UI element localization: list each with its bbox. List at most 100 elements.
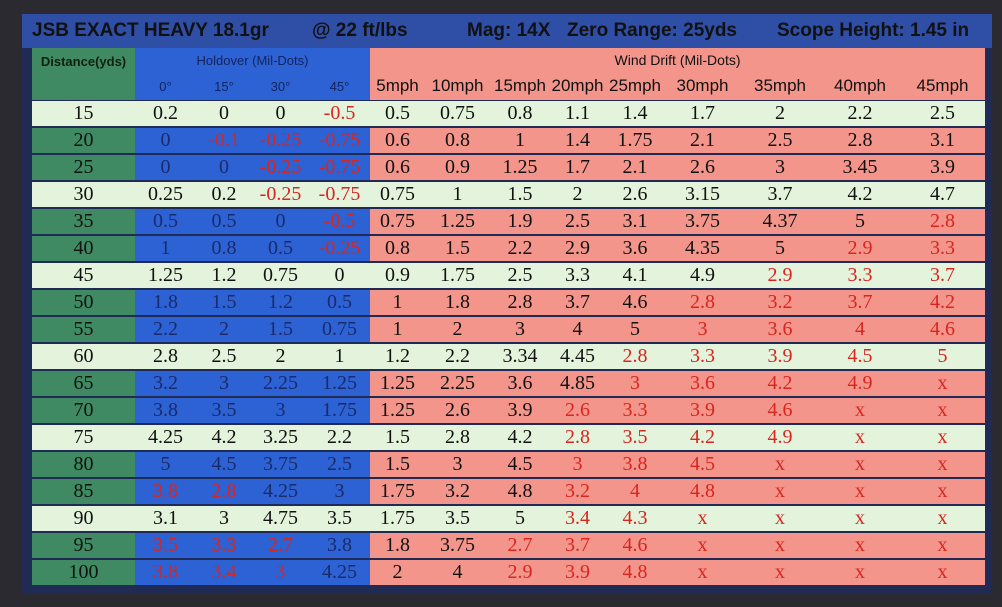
wind-cell: 2.1 [665,128,740,153]
wind-speed-header: 30mph [665,72,740,100]
wind-cell: 3.9 [740,344,820,369]
holdover-cell: 4.5 [196,452,252,477]
wind-cell: 5 [605,317,665,342]
wind-cell: 4.3 [605,506,665,531]
wind-cell: 3.45 [820,155,900,180]
wind-cell: 2.9 [550,236,605,261]
wind-speed-header: 25mph [605,72,665,100]
holdover-cell: 3.5 [196,398,252,423]
wind-cell: 4 [820,317,900,342]
wind-speed-header: 35mph [740,72,820,100]
header-bar [22,14,992,48]
holdover-cell: 3.5 [309,506,370,531]
wind-cell: 2.25 [425,371,490,396]
wind-cell: 3.7 [550,290,605,315]
wind-cell: x [665,506,740,531]
holdover-cell: 2.5 [196,344,252,369]
holdover-cell: 3.4 [196,560,252,585]
holdover-cell: 4.2 [196,425,252,450]
holdover-cell: 2.7 [252,533,309,558]
holdover-cell: 1.2 [252,290,309,315]
wind-cell: 4.1 [605,263,665,288]
wind-cell: 0.6 [370,155,425,180]
wind-cell: 0.75 [370,209,425,234]
holdover-cell: 3.25 [252,425,309,450]
wind-cell: 3.15 [665,182,740,207]
holdover-cell: 1.2 [196,263,252,288]
wind-cell: 4.2 [900,290,985,315]
wind-cell: x [900,479,985,504]
holdover-cell: 3 [196,371,252,396]
holdover-cell: -0.5 [309,209,370,234]
holdover-cell: 2.2 [309,425,370,450]
wind-cell: x [740,479,820,504]
wind-cell: 5 [820,209,900,234]
wind-cell: 1 [370,290,425,315]
holdover-cell: 3 [309,479,370,504]
holdover-cell: 1.5 [252,317,309,342]
holdover-cell: 1.75 [309,398,370,423]
wind-cell: 1.8 [425,290,490,315]
wind-cell: x [820,398,900,423]
wind-cell: 0.75 [425,101,490,126]
wind-cell: 1 [425,182,490,207]
header-text: Mag: 14X [467,20,551,41]
wind-cell: 3.3 [550,263,605,288]
wind-cell: 2.2 [490,236,550,261]
wind-cell: 1.25 [370,398,425,423]
wind-cell: 3.3 [605,398,665,423]
wind-cell: 4 [605,479,665,504]
wind-cell: x [820,506,900,531]
wind-cell: 3.2 [740,290,820,315]
wind-cell: 2.6 [665,155,740,180]
wind-cell: x [820,452,900,477]
wind-cell: 1.7 [665,101,740,126]
holdover-cell: 0 [252,209,309,234]
wind-cell: 1.75 [425,263,490,288]
distance-header: Distance(yds) [32,48,135,74]
wind-cell: 4.2 [820,182,900,207]
distance-cell: 40 [32,236,135,261]
wind-cell: 3.34 [490,344,550,369]
angle-header: 15° [196,72,252,100]
wind-header: Wind Drift (Mil-Dots) [370,48,985,72]
angle-header: 0° [135,72,196,100]
holdover-cell: -0.75 [309,128,370,153]
wind-cell: 3.7 [900,263,985,288]
holdover-cell: 3 [196,506,252,531]
wind-cell: 3.8 [605,452,665,477]
wind-cell: 3 [740,155,820,180]
distance-cell: 55 [32,317,135,342]
wind-cell: 4.2 [490,425,550,450]
holdover-cell: 0.2 [196,182,252,207]
wind-speed-header: 45mph [900,72,985,100]
holdover-cell: 1.25 [309,371,370,396]
holdover-cell: 2 [252,344,309,369]
holdover-cell: -0.5 [309,101,370,126]
wind-cell: 4.35 [665,236,740,261]
wind-cell: 0.9 [425,155,490,180]
holdover-cell: 0 [135,155,196,180]
distance-cell: 100 [32,560,135,585]
distance-cell: 70 [32,398,135,423]
wind-cell: 2.6 [425,398,490,423]
wind-cell: 1.2 [370,344,425,369]
wind-cell: 3.4 [550,506,605,531]
distance-cell: 15 [32,101,135,126]
wind-cell: 2.8 [900,209,985,234]
wind-cell: 2.8 [490,290,550,315]
wind-cell: x [740,452,820,477]
distance-cell: 30 [32,182,135,207]
holdover-cell: -0.1 [196,128,252,153]
holdover-cell: 2.2 [135,317,196,342]
wind-speed-header: 10mph [425,72,490,100]
wind-cell: 3 [425,452,490,477]
wind-cell: 4 [425,560,490,585]
wind-cell: 3.5 [425,506,490,531]
holdover-cell: 3.5 [135,533,196,558]
wind-cell: 3.75 [665,209,740,234]
holdover-cell: 0.75 [252,263,309,288]
wind-speed-header: 5mph [370,72,425,100]
wind-cell: x [740,506,820,531]
wind-cell: 3.9 [665,398,740,423]
